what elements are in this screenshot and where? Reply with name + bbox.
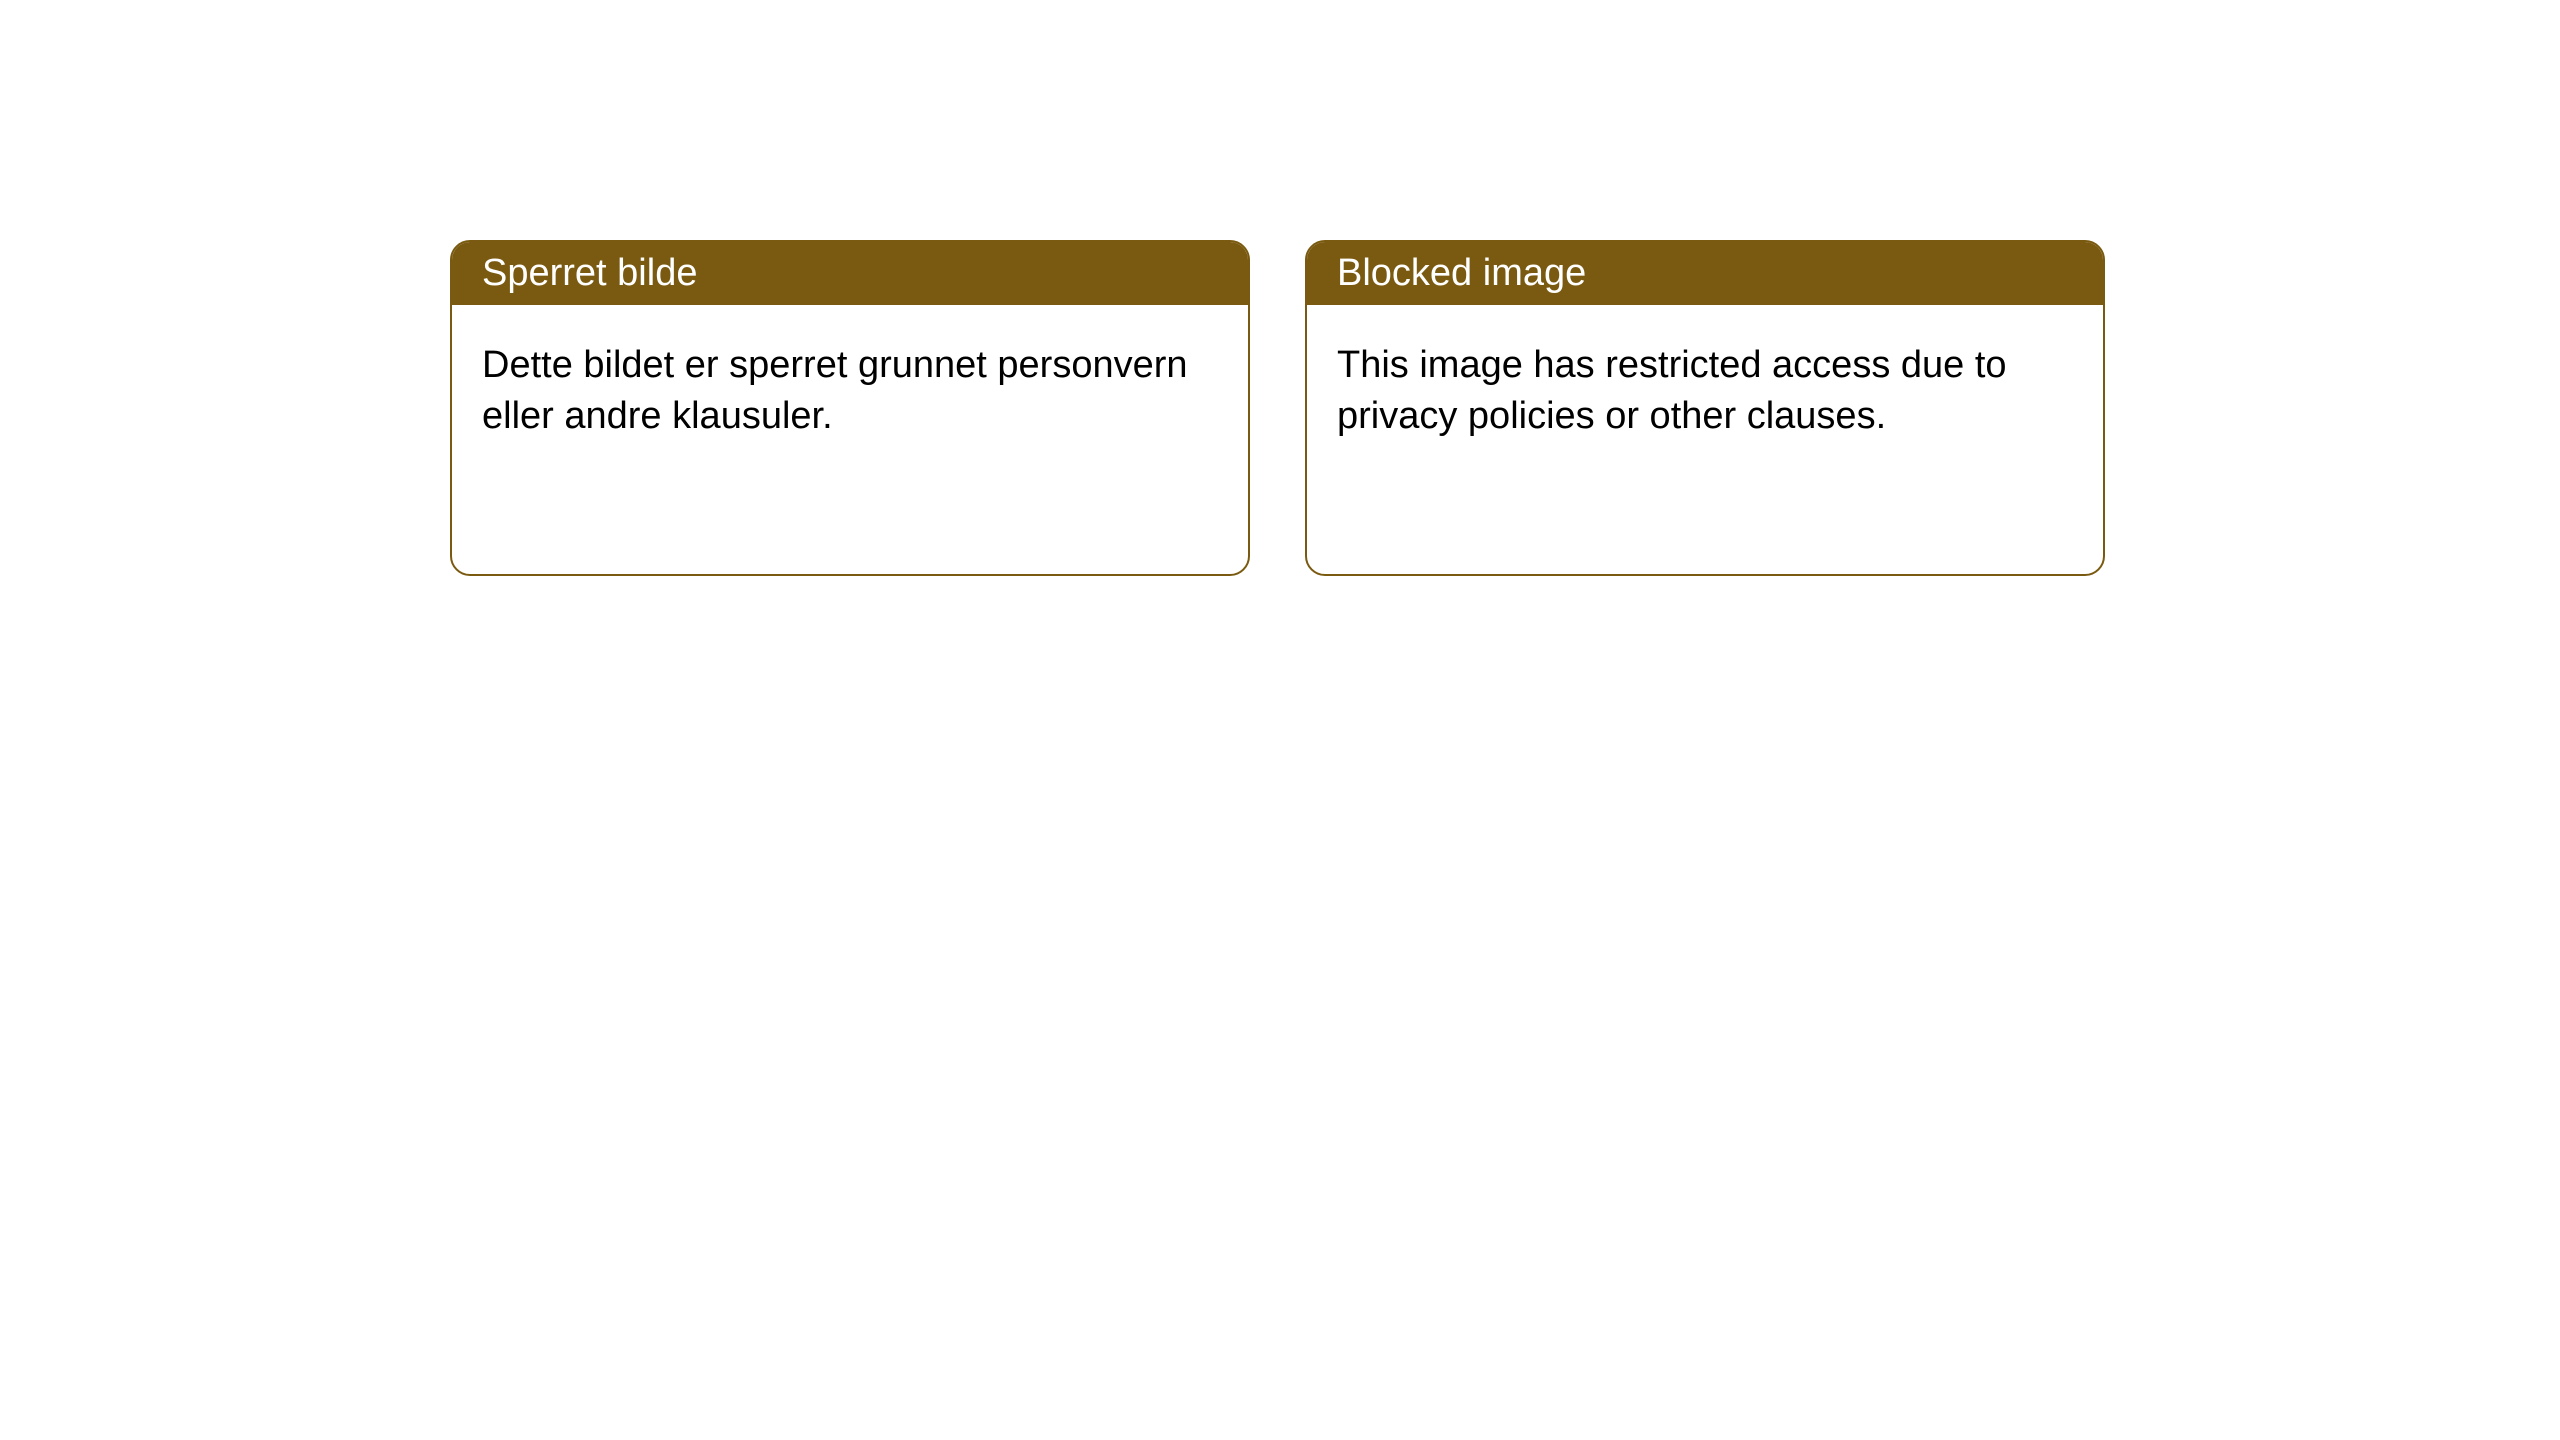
card-title: Blocked image [1307, 242, 2103, 305]
card-body: Dette bildet er sperret grunnet personve… [452, 305, 1248, 478]
notice-card-english: Blocked image This image has restricted … [1305, 240, 2105, 576]
card-title: Sperret bilde [452, 242, 1248, 305]
notice-cards-container: Sperret bilde Dette bildet er sperret gr… [450, 240, 2560, 576]
notice-card-norwegian: Sperret bilde Dette bildet er sperret gr… [450, 240, 1250, 576]
card-body: This image has restricted access due to … [1307, 305, 2103, 478]
